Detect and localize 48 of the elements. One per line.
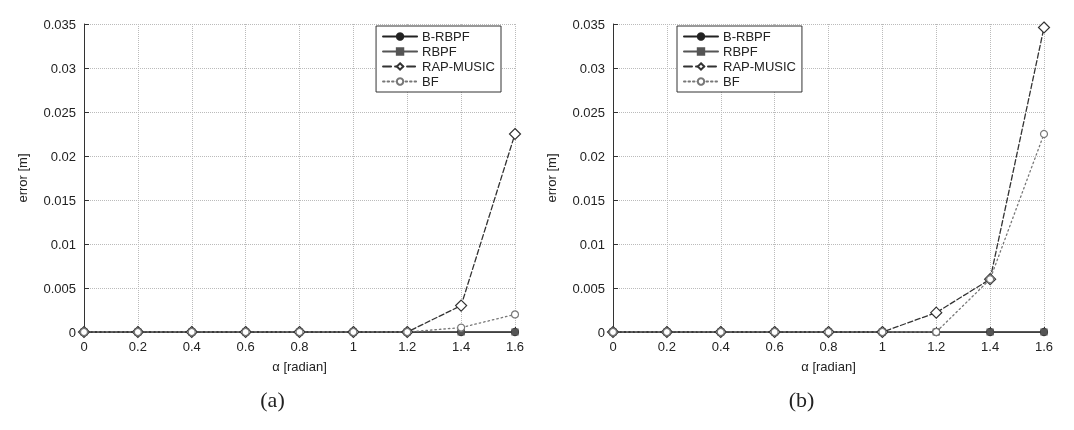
- x-tick-label: 1.4: [981, 339, 1000, 354]
- y-tick-label: 0.005: [43, 280, 76, 296]
- text: (b): [788, 386, 815, 412]
- x-axis-title: α [radian]: [801, 359, 856, 374]
- y-tick-label: 0.035: [572, 16, 605, 32]
- x-tick-label: 0.8: [290, 339, 309, 354]
- legend-label: B-RBPF: [422, 29, 470, 44]
- x-tick-label: 0.6: [236, 339, 255, 354]
- x-tick-label: 1.4: [452, 339, 471, 354]
- y-tick-label: 0.01: [50, 236, 76, 252]
- x-tick-label: 0.2: [657, 339, 676, 354]
- x-tick-label: 1.6: [505, 339, 525, 354]
- x-axis-title: α [radian]: [272, 359, 327, 374]
- x-tick-label: 1: [878, 339, 886, 354]
- y-axis-title: error [m]: [15, 153, 30, 203]
- y-tick-label: 0.02: [579, 148, 605, 164]
- x-tick-label: 1.6: [1034, 339, 1054, 354]
- y-tick-label: 0.015: [43, 192, 76, 208]
- y-tick-label: 0.025: [43, 104, 76, 120]
- text: (a): [260, 386, 285, 412]
- y-tick-label: 0.01: [579, 236, 605, 252]
- y-tick-label: 0.03: [579, 60, 605, 76]
- x-tick-label: 1.2: [398, 339, 417, 354]
- x-tick-label: 0.4: [182, 339, 201, 354]
- x-tick-label: 1: [349, 339, 357, 354]
- legend-label: RBPF: [422, 44, 457, 59]
- y-tick-label: 0.035: [43, 16, 76, 32]
- x-tick-label: 0.8: [819, 339, 838, 354]
- legend-label: RAP-MUSIC: [422, 59, 496, 74]
- x-tick-label: 0.2: [128, 339, 147, 354]
- legend-label: RBPF: [723, 44, 758, 59]
- x-tick-label: 0.6: [765, 339, 784, 354]
- y-tick-label: 0: [68, 324, 76, 340]
- y-tick-label: 0.025: [572, 104, 605, 120]
- y-axis-title: error [m]: [544, 153, 559, 203]
- x-tick-label: 0.4: [711, 339, 730, 354]
- y-tick-label: 0: [597, 324, 605, 340]
- y-tick-label: 0.015: [572, 192, 605, 208]
- legend-label: BF: [422, 74, 439, 89]
- x-tick-label: 0: [80, 339, 88, 354]
- legend-label: B-RBPF: [723, 29, 771, 44]
- legend-label: BF: [723, 74, 740, 89]
- y-tick-label: 0.03: [50, 60, 76, 76]
- y-tick-label: 0.02: [50, 148, 76, 164]
- x-tick-label: 1.2: [927, 339, 946, 354]
- y-tick-label: 0.005: [572, 280, 605, 296]
- x-tick-label: 0: [609, 339, 617, 354]
- legend-label: RAP-MUSIC: [723, 59, 796, 74]
